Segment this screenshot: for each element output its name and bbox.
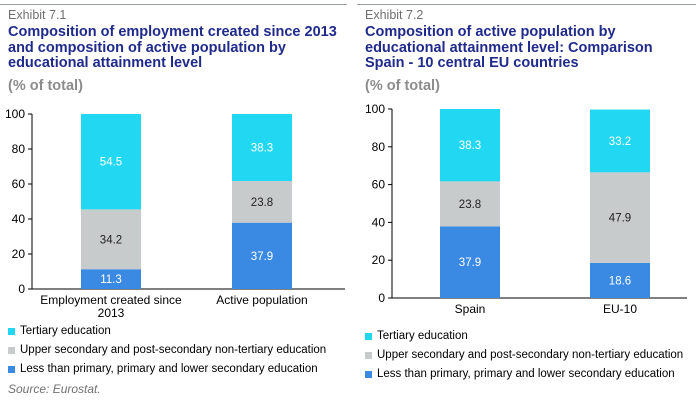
y-tick-label: 40 bbox=[12, 212, 26, 226]
bar-segment-upper-secondary bbox=[440, 181, 500, 227]
bar-segment-lower bbox=[81, 269, 141, 289]
y-tick-label: 80 bbox=[372, 140, 386, 154]
data-label: 33.2 bbox=[609, 136, 631, 148]
bar-segment-upper-secondary bbox=[232, 181, 292, 223]
legend-item-upper-secondary: Upper secondary and post-secondary non-t… bbox=[8, 344, 326, 363]
legend-label: Upper secondary and post-secondary non-t… bbox=[377, 349, 684, 361]
data-label: 34.2 bbox=[100, 234, 122, 246]
y-tick-label: 60 bbox=[12, 177, 26, 191]
y-tick-label: 20 bbox=[12, 247, 26, 261]
legend-swatch bbox=[8, 347, 15, 354]
y-tick-label: 100 bbox=[365, 102, 385, 116]
data-label: 54.5 bbox=[100, 157, 122, 169]
chart-subtitle: (% of total) bbox=[365, 78, 440, 94]
y-tick-label: 100 bbox=[5, 107, 25, 121]
x-tick-label: Employment created since bbox=[40, 293, 182, 307]
legend-swatch bbox=[8, 328, 15, 335]
legend-label: Tertiary education bbox=[377, 330, 468, 342]
y-tick-label: 40 bbox=[372, 215, 386, 229]
y-tick-label: 0 bbox=[378, 291, 385, 305]
bar-segment-upper-secondary bbox=[81, 209, 141, 270]
data-label: 47.9 bbox=[609, 213, 631, 225]
data-label: 23.8 bbox=[251, 197, 273, 209]
y-tick-label: 80 bbox=[12, 142, 26, 156]
data-label: 18.6 bbox=[609, 275, 631, 287]
legend-swatch bbox=[365, 333, 372, 340]
top-rule bbox=[357, 4, 696, 5]
bar-segment-tertiary bbox=[440, 109, 500, 182]
legend-label: Upper secondary and post-secondary non-t… bbox=[20, 344, 327, 356]
bar-segment-lower bbox=[232, 222, 292, 289]
legend-item-upper-secondary: Upper secondary and post-secondary non-t… bbox=[365, 349, 683, 368]
legend-item-tertiary: Tertiary education bbox=[365, 330, 683, 349]
panel-exhibit-7-2: Exhibit 7.2 Composition of active popula… bbox=[357, 0, 696, 408]
panel-exhibit-7-1: Exhibit 7.1 Composition of employment cr… bbox=[0, 0, 347, 408]
x-tick-label: EU-10 bbox=[603, 302, 637, 316]
exhibit-label: Exhibit 7.1 bbox=[8, 8, 67, 22]
data-label: 11.3 bbox=[100, 274, 122, 286]
data-label: 38.3 bbox=[459, 140, 481, 152]
bar-segment-tertiary bbox=[81, 114, 141, 210]
bar-segment-lower bbox=[590, 262, 650, 298]
bar-segment-tertiary bbox=[590, 109, 650, 173]
chart-exhibit-7-2: 0 20 40 60 80 100 37.9 23.8 38.3 Spain 18.6 47.9 33.… bbox=[365, 102, 687, 316]
legend-label: Less than primary, primary and lower sec… bbox=[377, 368, 675, 380]
legend-swatch bbox=[8, 366, 15, 373]
data-label: 38.3 bbox=[251, 143, 273, 155]
y-tick-label: 0 bbox=[18, 282, 25, 296]
data-label: 37.9 bbox=[251, 251, 273, 263]
data-label: 37.9 bbox=[459, 257, 481, 269]
legend-label: Tertiary education bbox=[20, 325, 111, 337]
chart-title: Composition of employment created since … bbox=[8, 24, 337, 71]
y-tick-label: 20 bbox=[372, 253, 386, 267]
chart-exhibit-7-1: 0 20 40 60 80 100 11.3 34.2 54.5 Employment creat… bbox=[5, 107, 345, 320]
legend-swatch bbox=[365, 352, 372, 359]
bar-segment-tertiary bbox=[232, 114, 292, 182]
source-note: Source: Eurostat. bbox=[8, 382, 101, 396]
x-tick-label: 2013 bbox=[98, 306, 125, 320]
legend: Tertiary education Upper secondary and p… bbox=[365, 330, 683, 387]
exhibit-label: Exhibit 7.2 bbox=[365, 8, 424, 22]
legend-item-lower: Less than primary, primary and lower sec… bbox=[8, 363, 326, 382]
chart-title: Composition of active population by educ… bbox=[365, 24, 653, 71]
data-label: 23.8 bbox=[459, 199, 481, 211]
legend-item-tertiary: Tertiary education bbox=[8, 325, 326, 344]
x-tick-label: Spain bbox=[455, 302, 486, 316]
legend-label: Less than primary, primary and lower sec… bbox=[20, 363, 318, 375]
bar-segment-lower bbox=[440, 226, 500, 298]
chart-subtitle: (% of total) bbox=[8, 78, 83, 94]
y-tick-label: 60 bbox=[372, 178, 386, 192]
legend-swatch bbox=[365, 371, 372, 378]
top-rule bbox=[0, 4, 347, 5]
legend-item-lower: Less than primary, primary and lower sec… bbox=[365, 368, 683, 387]
legend: Tertiary education Upper secondary and p… bbox=[8, 325, 326, 382]
x-tick-label: Active population bbox=[216, 293, 307, 307]
bar-segment-upper-secondary bbox=[590, 172, 650, 263]
